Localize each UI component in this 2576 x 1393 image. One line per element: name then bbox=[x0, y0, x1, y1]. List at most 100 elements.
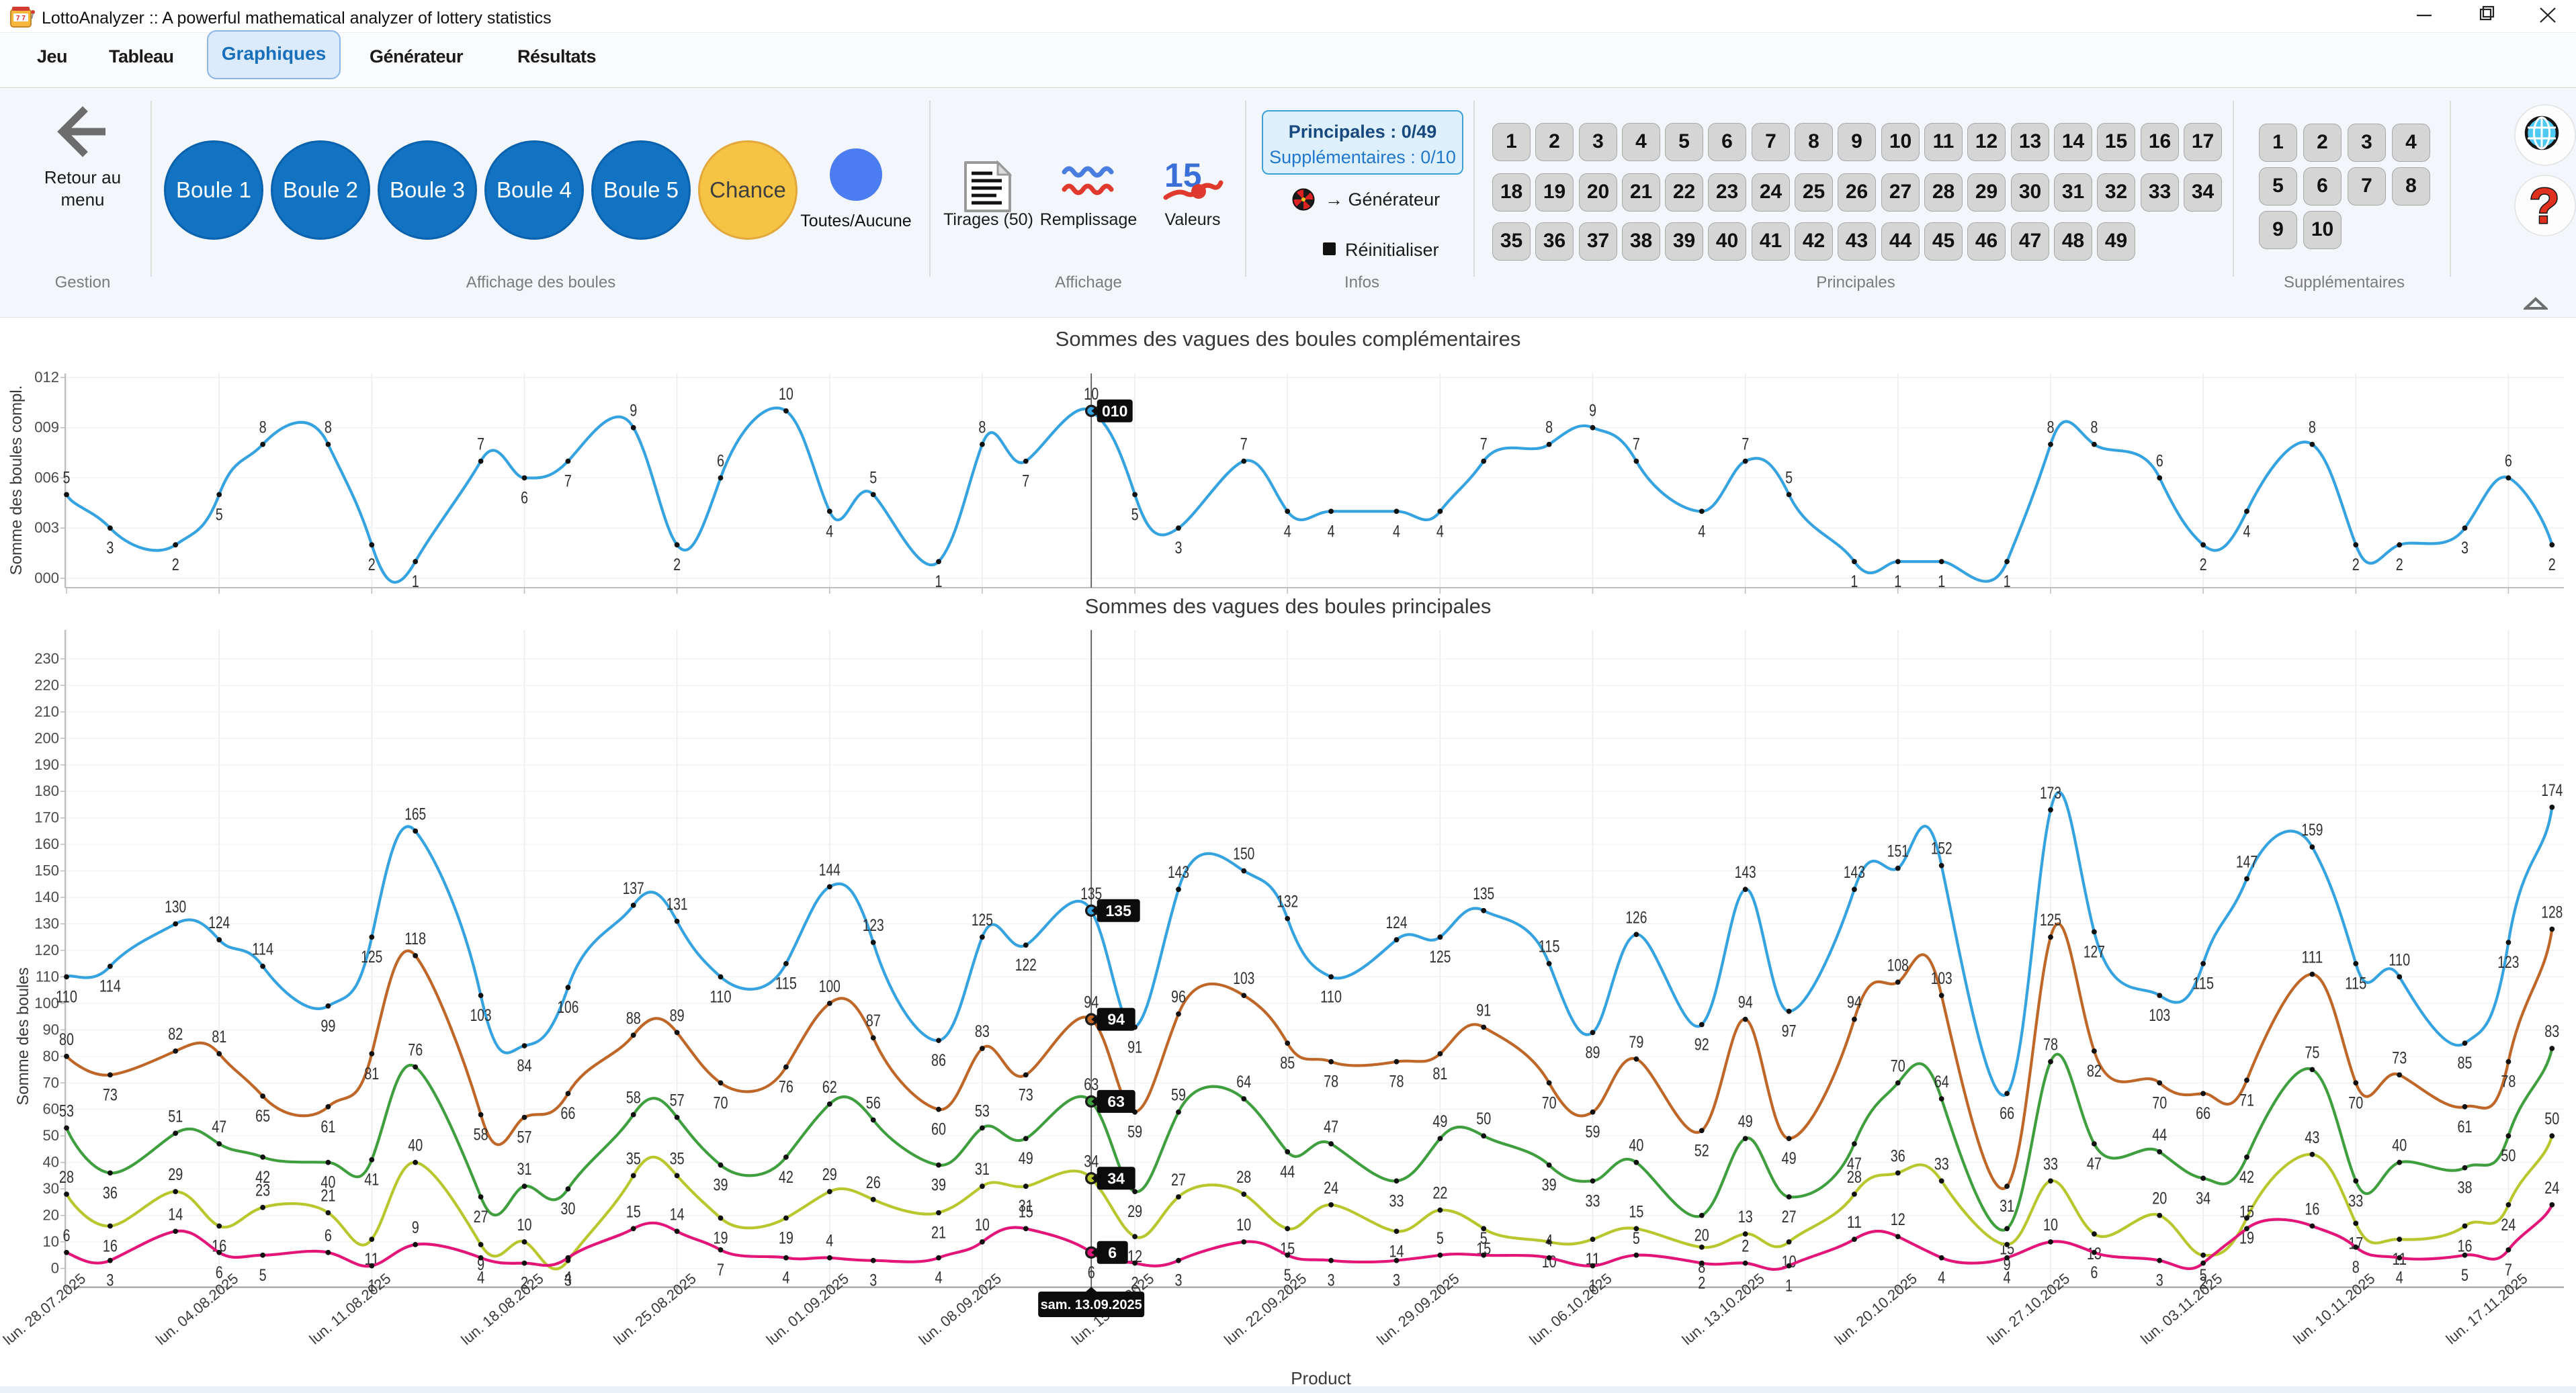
svg-text:30: 30 bbox=[560, 1200, 575, 1218]
svg-text:35: 35 bbox=[670, 1149, 685, 1168]
svg-text:64: 64 bbox=[1934, 1073, 1949, 1091]
svg-text:24: 24 bbox=[2544, 1179, 2559, 1198]
svg-text:92: 92 bbox=[1694, 1036, 1709, 1054]
svg-text:53: 53 bbox=[59, 1102, 74, 1120]
svg-text:6: 6 bbox=[717, 452, 724, 471]
svg-text:6: 6 bbox=[216, 1263, 223, 1282]
svg-text:80: 80 bbox=[43, 1048, 59, 1065]
svg-text:5: 5 bbox=[1131, 505, 1139, 524]
svg-text:87: 87 bbox=[866, 1012, 881, 1030]
svg-text:6: 6 bbox=[1088, 1263, 1095, 1282]
svg-text:36: 36 bbox=[103, 1183, 118, 1202]
svg-text:59: 59 bbox=[1171, 1086, 1186, 1105]
svg-text:10: 10 bbox=[517, 1216, 532, 1234]
svg-text:4: 4 bbox=[564, 1269, 572, 1288]
svg-text:73: 73 bbox=[103, 1085, 118, 1104]
svg-text:009: 009 bbox=[34, 419, 59, 436]
svg-text:47: 47 bbox=[212, 1118, 226, 1136]
svg-text:2: 2 bbox=[2200, 1274, 2207, 1293]
svg-text:125: 125 bbox=[361, 948, 382, 967]
svg-text:15: 15 bbox=[2239, 1202, 2254, 1221]
svg-text:2: 2 bbox=[2396, 555, 2403, 574]
svg-text:66: 66 bbox=[2000, 1104, 2014, 1123]
svg-text:5: 5 bbox=[1480, 1229, 1488, 1248]
svg-text:5: 5 bbox=[2200, 1266, 2207, 1285]
svg-text:103: 103 bbox=[1931, 969, 1952, 988]
svg-text:150: 150 bbox=[1233, 845, 1254, 864]
svg-text:73: 73 bbox=[2392, 1048, 2407, 1067]
svg-text:200: 200 bbox=[34, 729, 59, 746]
svg-text:1: 1 bbox=[368, 1277, 376, 1296]
svg-text:127: 127 bbox=[2084, 942, 2105, 961]
svg-text:100: 100 bbox=[34, 995, 59, 1012]
svg-text:8: 8 bbox=[325, 418, 332, 437]
svg-text:70: 70 bbox=[2152, 1093, 2167, 1112]
svg-text:50: 50 bbox=[2501, 1147, 2516, 1165]
svg-text:10: 10 bbox=[1236, 1216, 1251, 1234]
svg-text:3: 3 bbox=[106, 539, 114, 557]
svg-text:114: 114 bbox=[99, 977, 121, 996]
svg-text:180: 180 bbox=[34, 782, 59, 799]
svg-text:120: 120 bbox=[34, 942, 59, 958]
svg-text:94: 94 bbox=[1107, 1011, 1125, 1028]
svg-text:70: 70 bbox=[714, 1093, 728, 1112]
svg-text:6: 6 bbox=[325, 1226, 332, 1245]
svg-text:130: 130 bbox=[165, 898, 186, 917]
svg-text:26: 26 bbox=[866, 1173, 881, 1192]
svg-text:9: 9 bbox=[412, 1218, 419, 1237]
svg-text:124: 124 bbox=[1386, 913, 1408, 932]
svg-text:7: 7 bbox=[1022, 472, 1029, 491]
svg-text:79: 79 bbox=[1629, 1033, 1643, 1052]
svg-text:42: 42 bbox=[255, 1168, 270, 1187]
svg-text:82: 82 bbox=[2087, 1062, 2102, 1081]
svg-text:13: 13 bbox=[1738, 1208, 1753, 1226]
svg-text:7: 7 bbox=[1633, 435, 1640, 454]
svg-text:143: 143 bbox=[1844, 863, 1865, 882]
svg-text:152: 152 bbox=[1931, 840, 1952, 858]
svg-text:49: 49 bbox=[1019, 1149, 1033, 1168]
svg-text:36: 36 bbox=[1891, 1147, 1905, 1165]
svg-text:88: 88 bbox=[626, 1009, 641, 1028]
svg-text:42: 42 bbox=[779, 1168, 793, 1187]
svg-text:lun. 13.10.2025: lun. 13.10.2025 bbox=[1679, 1270, 1768, 1349]
svg-text:000: 000 bbox=[34, 570, 59, 586]
svg-text:35: 35 bbox=[626, 1149, 641, 1168]
svg-text:41: 41 bbox=[364, 1171, 379, 1189]
svg-text:4: 4 bbox=[477, 1269, 484, 1288]
svg-text:47: 47 bbox=[1847, 1155, 1862, 1173]
svg-text:61: 61 bbox=[2458, 1118, 2473, 1136]
svg-text:125: 125 bbox=[2040, 911, 2061, 930]
svg-text:115: 115 bbox=[775, 975, 797, 993]
svg-text:8: 8 bbox=[2090, 418, 2098, 437]
svg-text:89: 89 bbox=[1586, 1043, 1600, 1062]
svg-text:210: 210 bbox=[34, 703, 59, 720]
svg-text:50: 50 bbox=[2544, 1110, 2559, 1128]
svg-text:106: 106 bbox=[557, 998, 578, 1017]
svg-text:5: 5 bbox=[869, 468, 877, 487]
svg-text:006: 006 bbox=[34, 469, 59, 486]
svg-text:19: 19 bbox=[2239, 1229, 2254, 1248]
svg-text:83: 83 bbox=[2544, 1022, 2559, 1041]
svg-text:86: 86 bbox=[931, 1051, 946, 1070]
svg-text:97: 97 bbox=[1782, 1022, 1797, 1041]
svg-text:1: 1 bbox=[412, 572, 419, 591]
svg-text:122: 122 bbox=[1015, 956, 1037, 975]
svg-text:40: 40 bbox=[43, 1154, 59, 1171]
svg-text:115: 115 bbox=[2192, 975, 2214, 993]
svg-text:125: 125 bbox=[1429, 948, 1451, 967]
svg-text:63: 63 bbox=[1107, 1093, 1125, 1110]
svg-text:33: 33 bbox=[1389, 1192, 1404, 1210]
svg-text:6: 6 bbox=[1108, 1244, 1117, 1261]
svg-text:16: 16 bbox=[2458, 1237, 2473, 1255]
svg-text:9: 9 bbox=[477, 1255, 484, 1274]
svg-text:5: 5 bbox=[259, 1266, 267, 1285]
svg-text:2: 2 bbox=[172, 555, 179, 574]
svg-text:70: 70 bbox=[43, 1074, 59, 1091]
svg-text:lun. 29.09.2025: lun. 29.09.2025 bbox=[1373, 1270, 1462, 1349]
svg-text:5: 5 bbox=[1436, 1229, 1444, 1248]
svg-text:56: 56 bbox=[866, 1094, 881, 1113]
svg-text:174: 174 bbox=[2541, 781, 2563, 800]
svg-text:5: 5 bbox=[1633, 1229, 1640, 1248]
svg-text:3: 3 bbox=[1393, 1271, 1400, 1290]
svg-text:58: 58 bbox=[626, 1089, 641, 1108]
